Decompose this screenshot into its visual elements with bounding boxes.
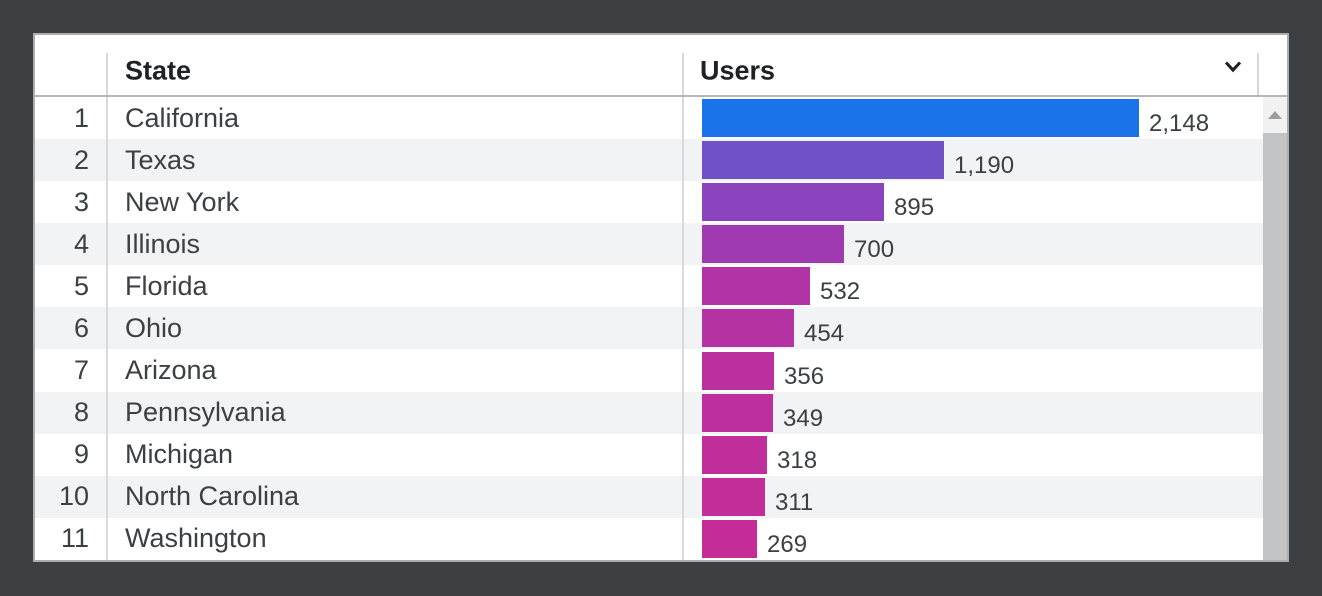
row-users-cell: 318 — [684, 434, 1263, 476]
state-users-table-card: State Users 1 California 2,148 2 Texas 1… — [33, 33, 1289, 562]
scrollbar[interactable] — [1263, 97, 1287, 560]
row-users-cell: 2,148 — [684, 97, 1263, 139]
row-state: Arizona — [108, 349, 684, 392]
table-row: 11 Washington 269 — [35, 517, 1263, 560]
row-rank: 8 — [35, 391, 108, 434]
row-rank: 5 — [35, 265, 108, 308]
table-header: State Users — [35, 35, 1287, 97]
users-value: 311 — [775, 488, 814, 516]
scrollbar-thumb[interactable] — [1263, 133, 1287, 560]
users-bar — [702, 477, 765, 516]
row-users-cell: 1,190 — [684, 139, 1263, 181]
header-divider — [106, 53, 108, 95]
users-value: 532 — [820, 278, 861, 306]
row-users-cell: 454 — [684, 307, 1263, 349]
row-state: Florida — [108, 265, 684, 308]
users-value: 318 — [777, 446, 818, 474]
row-users-cell: 700 — [684, 223, 1263, 265]
users-bar — [702, 351, 774, 390]
header-divider — [682, 53, 684, 95]
users-bar — [702, 99, 1139, 138]
users-value: 1,190 — [954, 152, 1015, 180]
row-state: California — [108, 97, 684, 140]
users-value: 269 — [767, 530, 808, 558]
row-rank: 7 — [35, 349, 108, 392]
row-rank: 9 — [35, 433, 108, 476]
table-row: 4 Illinois 700 — [35, 223, 1263, 266]
state-column-header[interactable]: State — [125, 55, 192, 86]
row-users-cell: 349 — [684, 392, 1263, 434]
table-row: 5 Florida 532 — [35, 265, 1263, 308]
row-state: Texas — [108, 139, 684, 182]
table-row: 7 Arizona 356 — [35, 349, 1263, 392]
users-value: 356 — [784, 362, 825, 390]
table-rows: 1 California 2,148 2 Texas 1,190 3 New Y… — [35, 97, 1263, 560]
triangle-up-icon — [1268, 111, 1282, 119]
table-row: 8 Pennsylvania 349 — [35, 391, 1263, 434]
users-bar — [702, 225, 844, 264]
users-value: 895 — [894, 194, 935, 222]
row-rank: 2 — [35, 139, 108, 182]
row-state: Michigan — [108, 433, 684, 476]
row-users-cell: 269 — [684, 518, 1263, 560]
row-rank: 11 — [35, 517, 108, 560]
table-row: 1 California 2,148 — [35, 97, 1263, 140]
row-state: Ohio — [108, 307, 684, 350]
chevron-down-icon[interactable] — [1219, 52, 1247, 80]
row-users-cell: 356 — [684, 349, 1263, 391]
row-state: Illinois — [108, 223, 684, 266]
row-state: North Carolina — [108, 475, 684, 518]
row-state: Washington — [108, 517, 684, 560]
scroll-up-button[interactable] — [1263, 97, 1287, 133]
table-row: 10 North Carolina 311 — [35, 475, 1263, 518]
row-state: Pennsylvania — [108, 391, 684, 434]
users-bar — [702, 141, 944, 180]
table-row: 2 Texas 1,190 — [35, 139, 1263, 182]
users-column-header[interactable]: Users — [700, 55, 776, 86]
users-bar — [702, 267, 810, 306]
row-rank: 1 — [35, 97, 108, 140]
row-users-cell: 895 — [684, 181, 1263, 223]
header-divider — [1257, 53, 1259, 95]
users-bar — [702, 183, 884, 222]
table-body: 1 California 2,148 2 Texas 1,190 3 New Y… — [35, 97, 1287, 560]
users-bar — [702, 309, 794, 348]
row-users-cell: 311 — [684, 476, 1263, 518]
row-rank: 3 — [35, 181, 108, 224]
table-row: 6 Ohio 454 — [35, 307, 1263, 350]
table-row: 3 New York 895 — [35, 181, 1263, 224]
users-bar — [702, 393, 773, 432]
users-value: 2,148 — [1149, 110, 1210, 138]
table-row: 9 Michigan 318 — [35, 433, 1263, 476]
row-rank: 6 — [35, 307, 108, 350]
row-rank: 4 — [35, 223, 108, 266]
row-users-cell: 532 — [684, 265, 1263, 307]
row-rank: 10 — [35, 475, 108, 518]
users-bar — [702, 435, 767, 474]
users-value: 349 — [783, 404, 824, 432]
users-value: 700 — [854, 236, 895, 264]
users-value: 454 — [804, 320, 845, 348]
users-bar — [702, 519, 757, 558]
row-state: New York — [108, 181, 684, 224]
